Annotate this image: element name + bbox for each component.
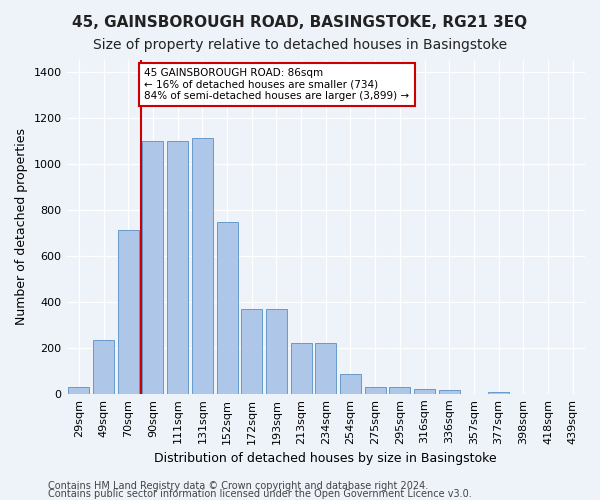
- Text: Contains public sector information licensed under the Open Government Licence v3: Contains public sector information licen…: [48, 489, 472, 499]
- Bar: [340, 374, 361, 394]
- Bar: [68, 387, 89, 394]
- Bar: [192, 138, 213, 394]
- Bar: [389, 387, 410, 394]
- Bar: [414, 389, 435, 394]
- Bar: [365, 387, 386, 394]
- Bar: [241, 308, 262, 394]
- Bar: [488, 392, 509, 394]
- Text: Size of property relative to detached houses in Basingstoke: Size of property relative to detached ho…: [93, 38, 507, 52]
- Bar: [315, 343, 336, 394]
- X-axis label: Distribution of detached houses by size in Basingstoke: Distribution of detached houses by size …: [154, 452, 497, 465]
- Bar: [167, 140, 188, 394]
- Bar: [93, 340, 114, 394]
- Bar: [266, 308, 287, 394]
- Bar: [142, 140, 163, 394]
- Text: Contains HM Land Registry data © Crown copyright and database right 2024.: Contains HM Land Registry data © Crown c…: [48, 481, 428, 491]
- Bar: [217, 222, 238, 394]
- Y-axis label: Number of detached properties: Number of detached properties: [15, 128, 28, 326]
- Bar: [118, 230, 139, 394]
- Text: 45 GAINSBOROUGH ROAD: 86sqm
← 16% of detached houses are smaller (734)
84% of se: 45 GAINSBOROUGH ROAD: 86sqm ← 16% of det…: [145, 68, 409, 102]
- Bar: [439, 390, 460, 394]
- Text: 45, GAINSBOROUGH ROAD, BASINGSTOKE, RG21 3EQ: 45, GAINSBOROUGH ROAD, BASINGSTOKE, RG21…: [73, 15, 527, 30]
- Bar: [290, 343, 311, 394]
